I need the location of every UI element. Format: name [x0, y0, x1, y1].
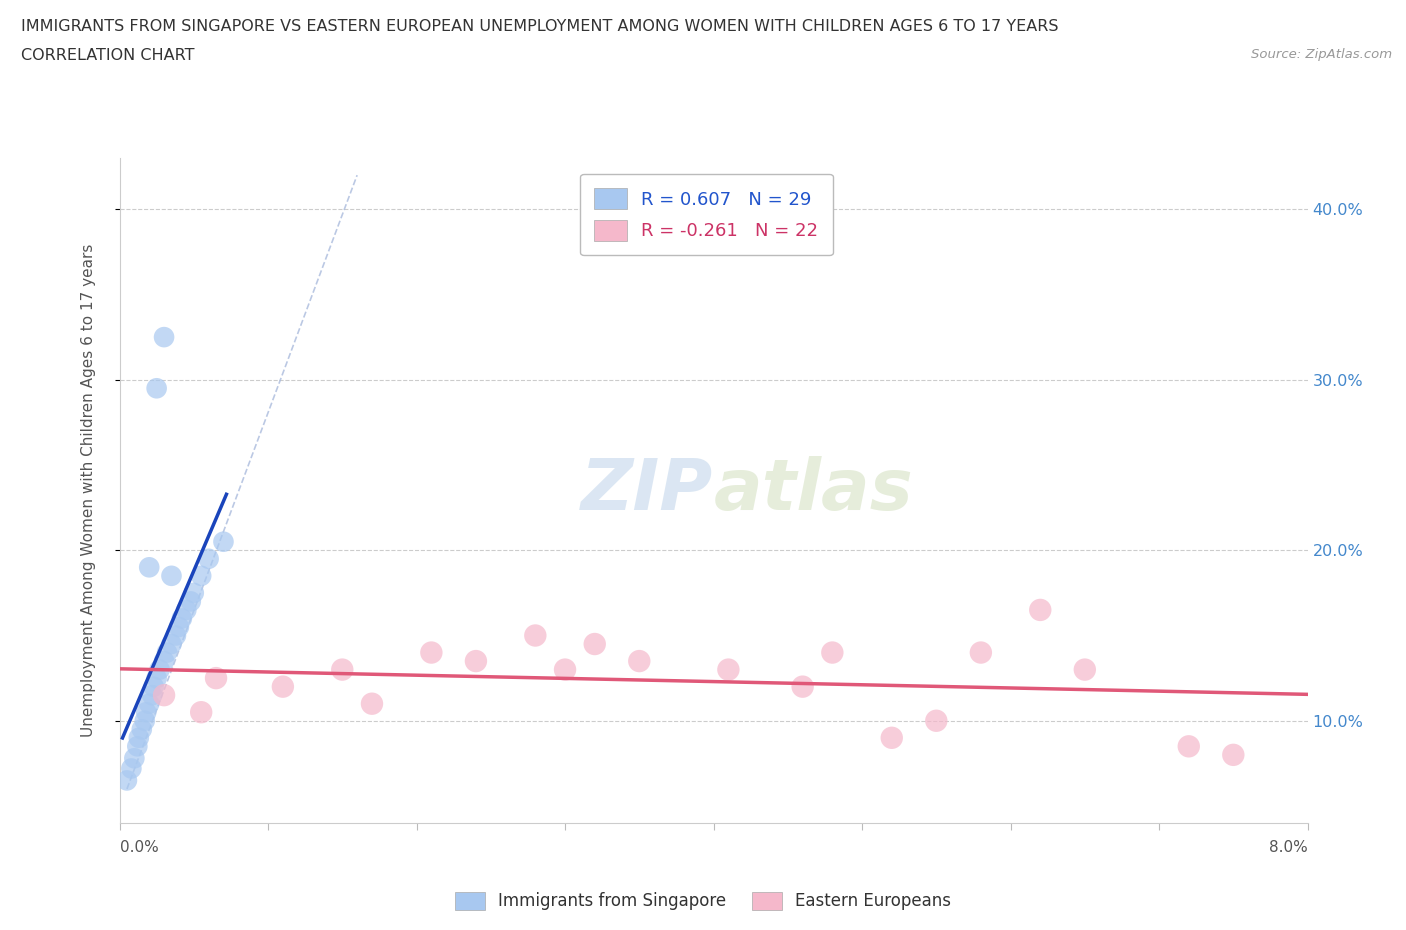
Point	[464, 654, 488, 669]
Point	[271, 679, 294, 694]
Point	[925, 713, 948, 728]
Point	[170, 611, 193, 626]
Point	[361, 697, 384, 711]
Point	[180, 594, 202, 609]
Legend: Immigrants from Singapore, Eastern Europeans: Immigrants from Singapore, Eastern Europ…	[449, 885, 957, 917]
Point	[127, 738, 149, 753]
Point	[1074, 662, 1097, 677]
Point	[583, 637, 606, 652]
Point	[183, 586, 205, 601]
Point	[197, 551, 219, 566]
Point	[145, 671, 167, 685]
Point	[176, 603, 198, 618]
Point	[628, 654, 651, 669]
Point	[156, 645, 179, 660]
Text: 0.0%: 0.0%	[120, 840, 159, 855]
Point	[167, 619, 190, 634]
Point	[205, 671, 228, 685]
Text: ZIP: ZIP	[581, 456, 713, 525]
Point	[970, 645, 993, 660]
Point	[145, 381, 167, 396]
Point	[792, 679, 814, 694]
Point	[138, 697, 160, 711]
Point	[124, 751, 146, 765]
Text: CORRELATION CHART: CORRELATION CHART	[21, 48, 194, 63]
Point	[1178, 738, 1201, 753]
Point	[717, 662, 740, 677]
Point	[420, 645, 443, 660]
Point	[142, 679, 165, 694]
Text: 8.0%: 8.0%	[1268, 840, 1308, 855]
Point	[153, 654, 176, 669]
Point	[153, 330, 176, 345]
Text: atlas: atlas	[713, 456, 914, 525]
Point	[134, 713, 156, 728]
Point	[1029, 603, 1052, 618]
Point	[821, 645, 844, 660]
Point	[165, 628, 187, 643]
Point	[128, 730, 150, 745]
Legend: R = 0.607   N = 29, R = -0.261   N = 22: R = 0.607 N = 29, R = -0.261 N = 22	[581, 174, 832, 255]
Point	[141, 688, 163, 703]
Point	[160, 568, 183, 583]
Point	[554, 662, 576, 677]
Point	[212, 535, 235, 550]
Point	[131, 722, 153, 737]
Point	[1222, 748, 1244, 763]
Point	[149, 662, 172, 677]
Point	[135, 705, 157, 720]
Point	[115, 773, 138, 788]
Point	[190, 568, 212, 583]
Point	[120, 761, 142, 776]
Text: IMMIGRANTS FROM SINGAPORE VS EASTERN EUROPEAN UNEMPLOYMENT AMONG WOMEN WITH CHIL: IMMIGRANTS FROM SINGAPORE VS EASTERN EUR…	[21, 19, 1059, 33]
Point	[138, 560, 160, 575]
Y-axis label: Unemployment Among Women with Children Ages 6 to 17 years: Unemployment Among Women with Children A…	[82, 244, 96, 737]
Point	[880, 730, 903, 745]
Point	[160, 637, 183, 652]
Point	[190, 705, 212, 720]
Point	[524, 628, 547, 643]
Text: Source: ZipAtlas.com: Source: ZipAtlas.com	[1251, 48, 1392, 61]
Point	[153, 688, 176, 703]
Point	[330, 662, 353, 677]
